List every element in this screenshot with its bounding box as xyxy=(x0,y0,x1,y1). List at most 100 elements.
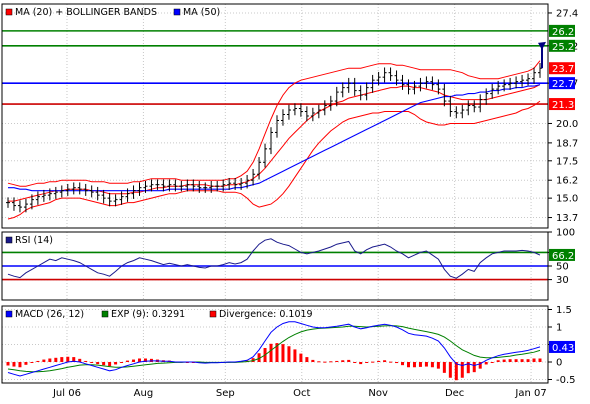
divergence-bar xyxy=(514,359,518,362)
divergence-bar xyxy=(54,357,58,362)
divergence-bar xyxy=(78,358,82,362)
divergence-bar xyxy=(406,362,410,368)
price-level-tag-bg xyxy=(549,24,575,37)
divergence-bar xyxy=(347,359,351,362)
divergence-bar xyxy=(436,362,440,369)
ma50-line xyxy=(8,84,541,192)
divergence-bar xyxy=(257,353,261,362)
price-level-tag-label: 21.3 xyxy=(552,100,574,111)
divergence-bar xyxy=(323,361,327,363)
price-level-tag-label: 22.7 xyxy=(552,79,574,90)
macd-last-tag-label: 0.43 xyxy=(552,343,574,354)
macd-y-tick-label: 1.5 xyxy=(556,305,572,316)
legend-swatch xyxy=(5,8,13,16)
divergence-bar xyxy=(383,360,387,362)
divergence-bar xyxy=(12,362,16,367)
divergence-bar xyxy=(251,358,255,362)
x-tick-label: Jan 07 xyxy=(514,388,546,399)
price-y-tick-label: 16.2 xyxy=(556,176,578,187)
divergence-bar xyxy=(412,362,416,368)
rsi-last-tag: 66.26 xyxy=(549,248,581,262)
divergence-bar xyxy=(66,356,70,362)
divergence-bar xyxy=(466,362,470,374)
legend-swatch xyxy=(209,310,217,318)
rsi-last-tag-bg xyxy=(549,248,575,261)
macd-last-tag: 0.43 xyxy=(549,340,575,354)
divergence-bar xyxy=(496,360,500,362)
macd-line xyxy=(7,321,541,377)
divergence-bar xyxy=(114,362,118,365)
price-level-tag: 22.7 xyxy=(549,77,575,90)
rsi-panel-frame xyxy=(1,231,549,301)
divergence-bar xyxy=(72,357,76,362)
macd-y-tick-label: 1 xyxy=(556,323,562,334)
divergence-bar xyxy=(454,362,458,381)
x-tick-label: Jul 06 xyxy=(52,388,81,399)
divergence-bar xyxy=(143,358,147,362)
divergence-bar xyxy=(532,358,536,362)
divergence-bar xyxy=(478,362,482,369)
divergence-bar xyxy=(96,362,100,365)
divergence-bar xyxy=(48,358,52,362)
divergence-bar xyxy=(472,362,476,373)
price-level-tag-bg xyxy=(549,98,575,111)
last-price-tag-label: 23.7 xyxy=(552,64,574,75)
legend-label: Divergence: 0.1019 xyxy=(219,309,313,320)
divergence-bar xyxy=(275,343,279,362)
divergence-bar xyxy=(341,360,345,362)
divergence-bar xyxy=(401,362,405,366)
macd-y-tick-label: -0.5 xyxy=(556,375,576,386)
legend-swatch xyxy=(101,310,109,318)
divergence-bar xyxy=(377,360,381,362)
exp9-line xyxy=(7,325,541,373)
price-level-tag-label: 26.2 xyxy=(552,27,574,38)
divergence-bar xyxy=(24,362,28,365)
divergence-bar xyxy=(317,361,321,363)
projection-arrow-head xyxy=(538,41,546,50)
divergence-bar xyxy=(424,362,428,367)
divergence-bar xyxy=(329,361,333,363)
divergence-bar xyxy=(6,362,10,366)
rsi-line xyxy=(7,238,541,279)
divergence-bar xyxy=(60,357,64,362)
legend-label: MA (20) + BOLLINGER BANDS xyxy=(15,7,157,18)
macd-last-tag-bg xyxy=(549,340,575,353)
divergence-bar xyxy=(42,359,46,362)
legend-label: MACD (26, 12) xyxy=(15,309,84,320)
divergence-bar xyxy=(293,349,297,362)
divergence-bar xyxy=(126,360,130,362)
divergence-bar xyxy=(430,362,434,368)
rsi-y-tick-label: 30 xyxy=(556,275,569,286)
price-level-tag: 21.3 xyxy=(549,98,575,111)
divergence-bar xyxy=(502,359,506,362)
divergence-bar xyxy=(269,343,273,362)
divergence-bar xyxy=(460,362,464,378)
divergence-bar xyxy=(335,360,339,362)
legend-swatch xyxy=(173,8,181,16)
x-tick-label: Dec xyxy=(445,388,464,399)
divergence-bar xyxy=(359,362,363,365)
divergence-bar xyxy=(287,346,291,362)
divergence-bar xyxy=(18,362,22,368)
bollinger-lower-line xyxy=(7,100,541,220)
legend-label: MA (50) xyxy=(183,7,220,18)
divergence-bar xyxy=(484,362,488,365)
bollinger-upper-line xyxy=(7,60,541,187)
divergence-bar xyxy=(526,359,530,362)
price-y-tick-label: 20.0 xyxy=(556,119,578,130)
divergence-bar xyxy=(108,362,112,367)
legend-label: EXP (9): 0.3291 xyxy=(111,309,185,320)
divergence-bar xyxy=(305,357,309,362)
legend-swatch xyxy=(5,236,13,244)
x-tick-label: Nov xyxy=(368,388,388,399)
divergence-bar xyxy=(508,359,512,362)
legend-swatch xyxy=(5,310,13,318)
price-level-tag-bg xyxy=(549,39,575,52)
divergence-bar xyxy=(102,362,106,366)
divergence-bar xyxy=(418,362,422,367)
divergence-bar xyxy=(30,362,34,363)
price-y-tick-label: 15.0 xyxy=(556,194,578,205)
